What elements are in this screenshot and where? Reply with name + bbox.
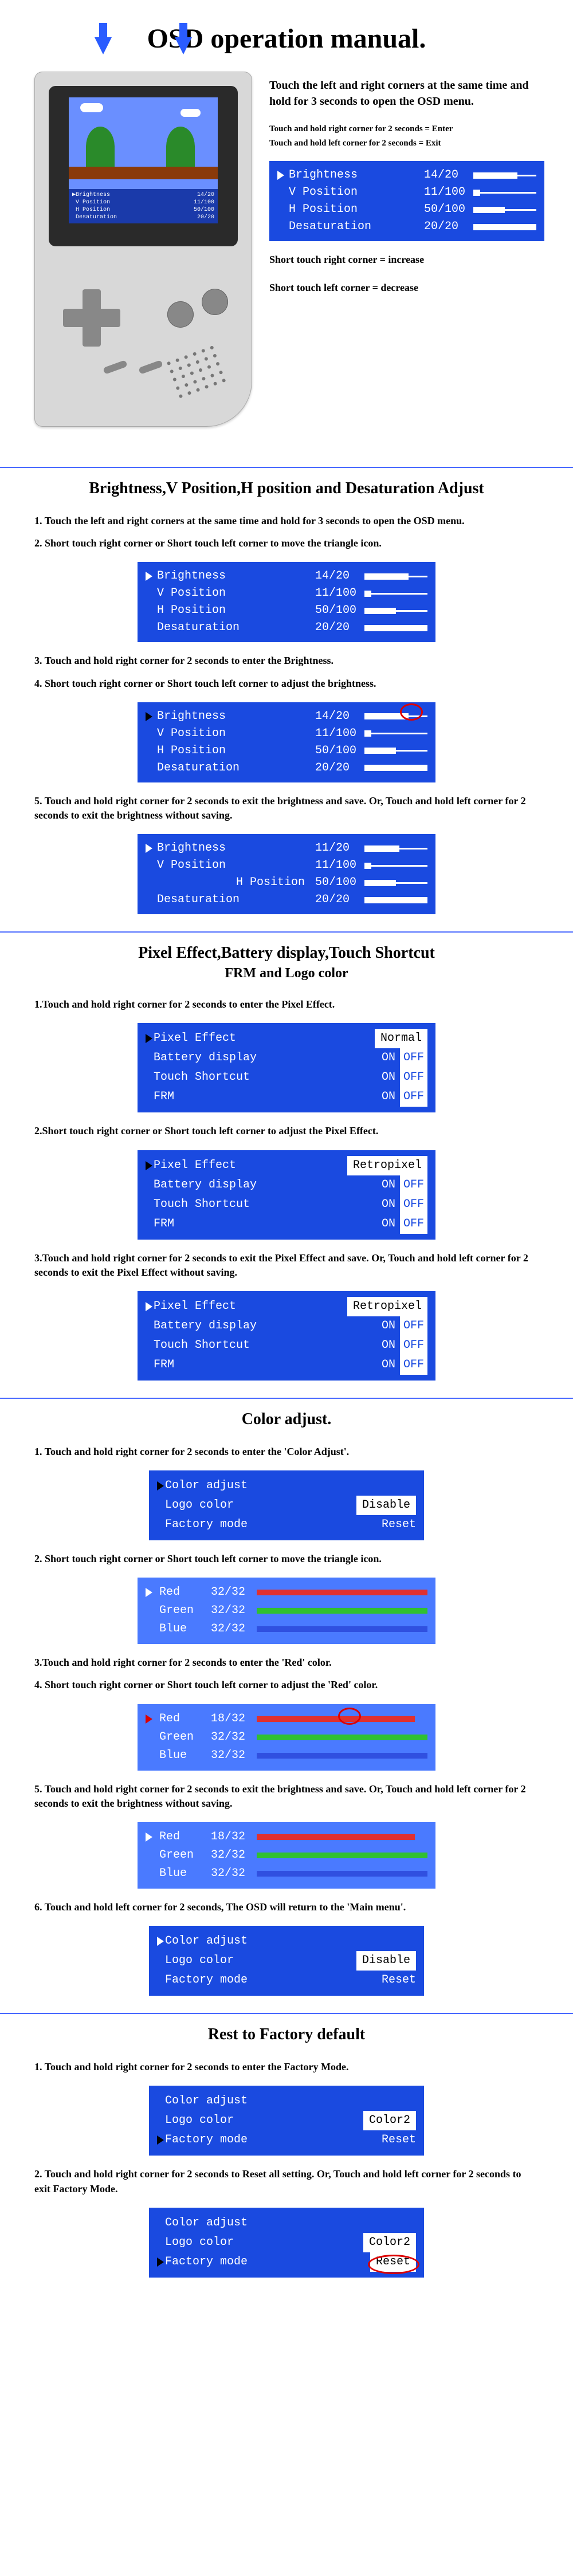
section2-title2: FRM and Logo color (34, 966, 539, 981)
sec3-step5: 5. Touch and hold right corner for 2 sec… (34, 1782, 539, 1811)
triangle-black-icon (157, 1481, 164, 1490)
triangle-icon (146, 572, 152, 581)
ab-buttons-icon (163, 285, 231, 332)
triangle-red-icon (146, 1714, 152, 1724)
sec1-step1: 1. Touch the left and right corners at t… (34, 514, 539, 528)
triangle-icon (146, 1588, 152, 1597)
section1-title: Brightness,V Position,H position and Des… (34, 479, 539, 498)
select-start-icon (103, 364, 163, 371)
arrow-right-icon (175, 37, 192, 54)
intro-text-3: Short touch left corner = decrease (269, 281, 544, 295)
rgb-block-a: Red32/32 Green32/32 Blue32/32 (138, 1578, 435, 1644)
sec3-step1: 1. Touch and hold right corner for 2 sec… (34, 1445, 539, 1459)
device-illustration: ▶Brightness14/20 V Position11/100 H Posi… (34, 72, 252, 427)
triangle-icon (146, 1832, 152, 1842)
sec3-step6: 6. Touch and hold left corner for 2 seco… (34, 1900, 539, 1914)
rgb-block-c: Red18/32 Green32/32 Blue32/32 (138, 1822, 435, 1889)
sec3-step4: 4. Short touch right corner or Short tou… (34, 1678, 539, 1692)
arrow-left-icon (95, 37, 112, 54)
sec3-step3: 3.Touch and hold right corner for 2 seco… (34, 1655, 539, 1670)
triangle-black-icon (157, 2135, 164, 2145)
sec3-step2: 2. Short touch right corner or Short tou… (34, 1552, 539, 1566)
intro-text-2: Short touch right corner = increase (269, 253, 544, 267)
osd-block-1b: Brightness14/20 V Position11/100 H Posit… (138, 702, 435, 782)
triangle-icon (146, 844, 152, 853)
triangle-black-icon (146, 1034, 152, 1043)
intro-sub-2: Touch and hold left corner for 2 seconds… (269, 137, 544, 150)
sec1-step3: 3. Touch and hold right corner for 2 sec… (34, 654, 539, 668)
divider (0, 2013, 573, 2014)
dpad-icon (63, 289, 120, 347)
osd-block-1c: Brightness11/20 V Position11/100 H Posit… (138, 834, 435, 914)
osd-block-1a: Brightness14/20 V Position11/100 H Posit… (138, 562, 435, 642)
color-menu-b: Color adjust Logo colorDisable Factory m… (149, 1926, 424, 1996)
sec2-step1: 1.Touch and hold right corner for 2 seco… (34, 997, 539, 1012)
sec1-step5: 5. Touch and hold right corner for 2 sec… (34, 794, 539, 823)
fx-block-b: Pixel EffectRetropixel Battery displayON… (138, 1150, 435, 1240)
triangle-icon (157, 1937, 164, 1946)
sec1-step2: 2. Short touch right corner or Short tou… (34, 536, 539, 550)
triangle-icon (277, 171, 284, 180)
rgb-block-b: Red18/32 Green32/32 Blue32/32 (138, 1704, 435, 1771)
factory-menu-b: Color adjust Logo colorColor2 Factory mo… (149, 2208, 424, 2278)
highlight-circle-icon (368, 2255, 419, 2274)
divider (0, 467, 573, 468)
triangle-black-icon (157, 2258, 164, 2267)
sec2-step3: 3.Touch and hold right corner for 2 seco… (34, 1251, 539, 1280)
factory-menu-a: Color adjust Logo colorColor2 Factory mo… (149, 2086, 424, 2156)
sec4-step2: 2. Touch and hold right corner for 2 sec… (34, 2167, 539, 2196)
section4-title: Rest to Factory default (34, 2026, 539, 2044)
fx-block-c: Pixel EffectRetropixel Battery displayON… (138, 1291, 435, 1381)
fx-block-a: Pixel EffectNormal Battery displayONOFF … (138, 1023, 435, 1112)
section3-title: Color adjust. (34, 1410, 539, 1429)
triangle-icon (146, 1302, 152, 1311)
speaker-icon (167, 345, 229, 400)
triangle-black-icon (146, 1161, 152, 1170)
intro-sub-1: Touch and hold right corner for 2 second… (269, 123, 544, 135)
sec4-step1: 1. Touch and hold right corner for 2 sec… (34, 2060, 539, 2074)
color-menu-a: Color adjust Logo colorDisable Factory m… (149, 1470, 424, 1540)
section2-title1: Pixel Effect,Battery display,Touch Short… (34, 944, 539, 962)
intro-section: ▶Brightness14/20 V Position11/100 H Posi… (34, 72, 539, 427)
osd-block-intro: Brightness14/20 V Position11/100 H Posit… (269, 161, 544, 241)
divider (0, 1398, 573, 1399)
device-osd-overlay: ▶Brightness14/20 V Position11/100 H Posi… (69, 189, 218, 223)
highlight-circle-icon (338, 1708, 361, 1725)
triangle-black-icon (146, 712, 152, 721)
sec1-step4: 4. Short touch right corner or Short tou… (34, 677, 539, 691)
intro-text-1: Touch the left and right corners at the … (269, 77, 544, 109)
highlight-circle-icon (400, 703, 423, 721)
sec2-step2: 2.Short touch right corner or Short touc… (34, 1124, 539, 1138)
divider (0, 931, 573, 933)
